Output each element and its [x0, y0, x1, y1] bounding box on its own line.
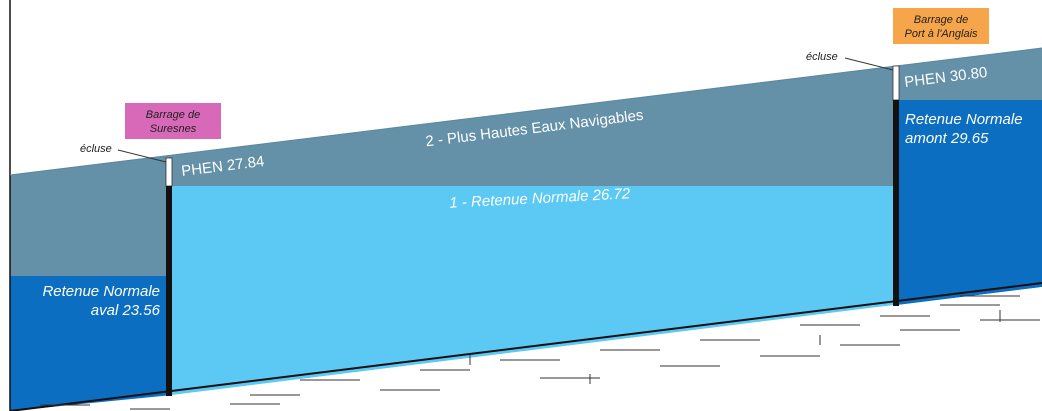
middle-water	[172, 186, 893, 395]
left-dam-label: Barrage de	[146, 109, 200, 121]
right-dam-label: Port à l'Anglais	[904, 28, 978, 40]
left-dam-label: Suresnes	[150, 123, 197, 135]
right-lock-gate	[892, 65, 900, 101]
left-lock-label: écluse	[80, 143, 112, 155]
upstream-label: Retenue Normale	[905, 111, 1023, 128]
right-dam-box	[893, 8, 989, 44]
right-lock-pointer	[844, 57, 894, 71]
downstream-label: aval 23.56	[91, 302, 161, 319]
left-lock-gate	[165, 157, 173, 187]
upstream-label: amont 29.65	[905, 130, 989, 147]
right-dam-label: Barrage de	[914, 14, 968, 26]
right-dam	[893, 100, 899, 306]
downstream-label: Retenue Normale	[42, 283, 160, 300]
left-lock-pointer	[117, 149, 167, 163]
phen-line	[9, 47, 1042, 176]
left-dam-box	[125, 103, 221, 139]
ground	[10, 287, 1042, 411]
riverbed	[9, 282, 1042, 411]
upstream-water	[899, 100, 1042, 305]
left-dam	[166, 186, 172, 396]
downstream-water	[10, 276, 167, 411]
right-lock-label: écluse	[806, 51, 838, 63]
ground-marks	[40, 295, 1040, 410]
